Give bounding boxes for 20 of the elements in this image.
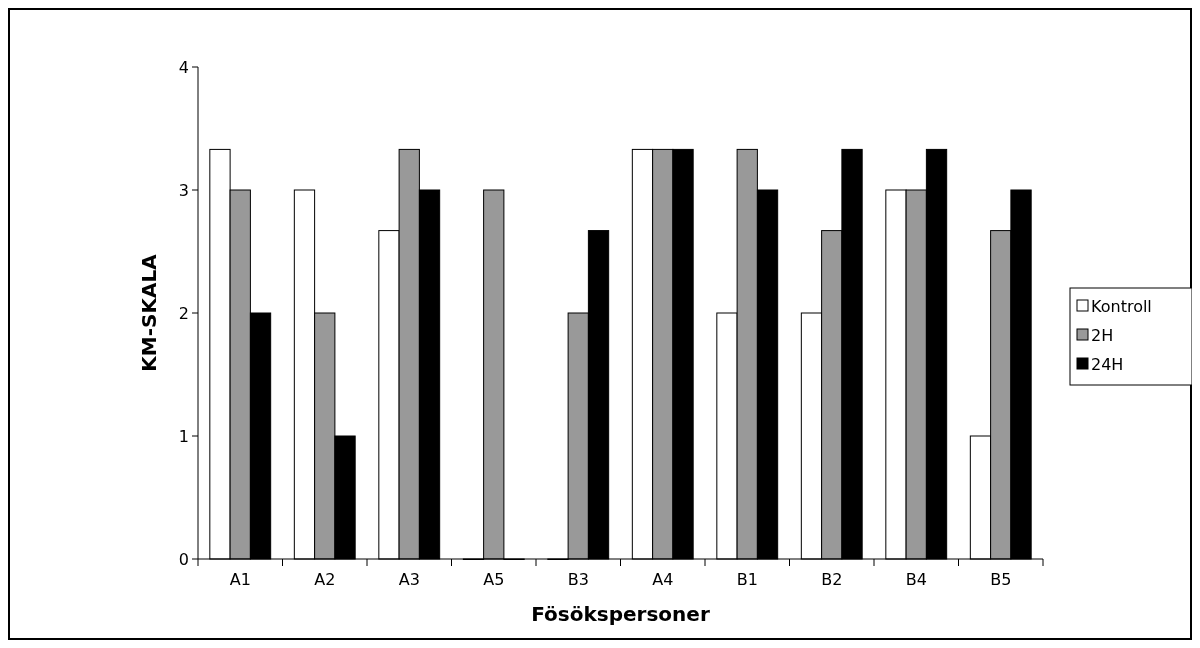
legend-label: Kontroll (1091, 296, 1152, 316)
x-tick-label: A4 (652, 570, 674, 589)
y-tick-label: 0 (178, 549, 189, 569)
legend-label: 2H (1091, 325, 1114, 345)
x-tick-label: A2 (314, 570, 336, 589)
x-tick-label: A3 (398, 570, 420, 589)
x-tick-label: B5 (990, 570, 1012, 589)
y-tick-label: 4 (178, 57, 189, 77)
x-tick-label: A5 (483, 570, 505, 589)
x-tick-label: B2 (821, 570, 843, 589)
x-tick-label: B3 (567, 570, 589, 589)
x-axis-title: Fösökspersoner (531, 602, 710, 626)
y-tick-label: 3 (178, 180, 189, 200)
y-tick-label: 2 (178, 303, 189, 323)
legend-label: 24H (1091, 354, 1124, 374)
y-axis-title: KM-SKALA (137, 253, 161, 372)
x-tick-label: B4 (905, 570, 927, 589)
x-tick-label: B1 (736, 570, 758, 589)
x-tick-label: A1 (229, 570, 251, 589)
y-tick-label: 1 (178, 426, 189, 446)
